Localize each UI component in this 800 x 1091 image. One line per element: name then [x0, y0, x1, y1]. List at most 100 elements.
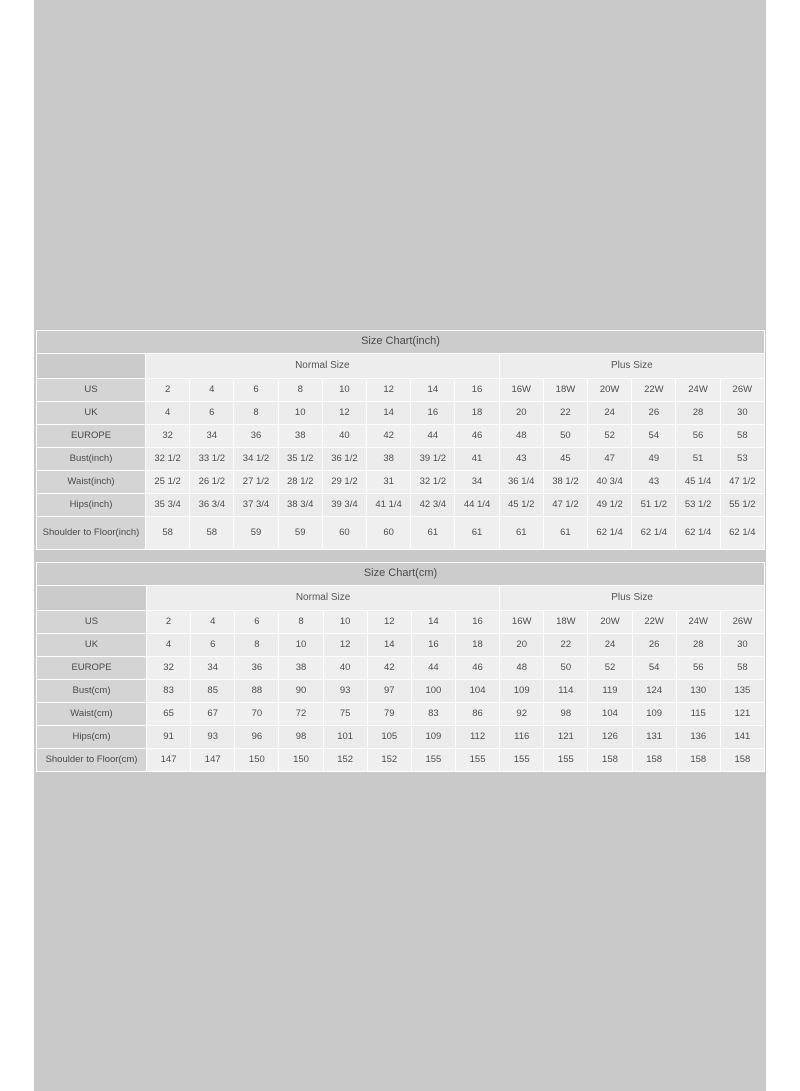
table-cell: 158: [675, 748, 721, 772]
table-cell: 86: [454, 702, 501, 726]
table-cell: 20: [499, 633, 545, 657]
table-cell: 4: [145, 633, 192, 657]
table-cell: 26W: [719, 610, 766, 634]
table-cell: 92: [499, 702, 545, 726]
table-cell: 112: [454, 725, 501, 749]
table-cell: 75: [322, 702, 368, 726]
table-cell: 22: [542, 401, 589, 425]
table-row: EUROPE 32 34 36 38 40 42 44 46 48 50 52 54 56 58: [36, 656, 766, 680]
table-cell: 49 1/2: [587, 493, 633, 517]
table-cell: 10: [322, 610, 368, 634]
table-cell: 8: [278, 610, 324, 634]
table-cell: 8: [234, 633, 280, 657]
table-cell: 18: [454, 633, 501, 657]
table-cell: 147: [145, 748, 192, 772]
table-cell: 14: [366, 401, 412, 425]
table-cell: 29 1/2: [321, 470, 368, 494]
table-cell: 42: [366, 424, 412, 448]
table-cell: 46: [454, 424, 500, 448]
table-cell: 61: [498, 516, 544, 550]
table-cell: 22W: [631, 378, 677, 402]
table-cell: 6: [233, 378, 279, 402]
table-cell: 130: [675, 679, 721, 703]
table-cell: 2: [145, 610, 192, 634]
table-cell: 114: [543, 679, 589, 703]
table-cell: 39 1/2: [410, 447, 456, 471]
table-cell: 88: [234, 679, 280, 703]
table-cell: 20W: [587, 610, 633, 634]
table-cell: 34: [190, 656, 236, 680]
table-cell: 44: [410, 424, 456, 448]
table-cell: 121: [719, 702, 766, 726]
corner-cell: [36, 353, 146, 379]
table-cell: 119: [587, 679, 633, 703]
table-cell: 124: [631, 679, 677, 703]
table-cell: 58: [719, 424, 766, 448]
table-cell: 33 1/2: [189, 447, 235, 471]
table-cell: 105: [366, 725, 412, 749]
table-cell: 24: [587, 633, 633, 657]
size-chart-container: Size Chart(inch) Normal Size Plus Size US 2 4…: [35, 330, 766, 772]
table-title-row: Size Chart(inch): [35, 330, 766, 354]
table-cell: 79: [366, 702, 412, 726]
table-cell: 25 1/2: [144, 470, 191, 494]
table-cell: 8: [233, 401, 279, 425]
table-cell: 38 1/2: [542, 470, 589, 494]
table-cell: 97: [366, 679, 412, 703]
table-cell: 150: [234, 748, 280, 772]
table-cell: 4: [189, 378, 235, 402]
table-cell: 14: [410, 610, 456, 634]
table-cell: 48: [498, 424, 544, 448]
table-cell: 65: [145, 702, 192, 726]
row-label: Shoulder to Floor(cm): [36, 748, 147, 772]
table-cell: 155: [499, 748, 545, 772]
table-cell: 20W: [587, 378, 633, 402]
table-cell: 38: [277, 424, 323, 448]
table-row: Hips(inch) 35 3/4 36 3/4 37 3/4 38 3/4 39 3/4…: [36, 493, 766, 517]
table-cell: 109: [631, 702, 677, 726]
table-cell: 155: [410, 748, 456, 772]
table-cell: 24: [587, 401, 633, 425]
table-cell: 53 1/2: [675, 493, 721, 517]
table-cell: 98: [543, 702, 589, 726]
table-cell: 136: [675, 725, 721, 749]
table-cell: 35 3/4: [144, 493, 191, 517]
table-cell: 34 1/2: [233, 447, 279, 471]
table-cell: 14: [366, 633, 412, 657]
table-cell: 6: [234, 610, 280, 634]
table-cell: 36 1/4: [498, 470, 544, 494]
table-cell: 2: [144, 378, 191, 402]
group-header-normal-size: Normal Size: [145, 353, 500, 379]
table-cell: 44: [410, 656, 456, 680]
table-cell: 28: [675, 633, 721, 657]
table-cell: 36: [234, 656, 280, 680]
table-row: Bust(cm) 83 85 88 90 93 97 100 104 109 114 119 124 13…: [36, 679, 766, 703]
table-cell: 36: [233, 424, 279, 448]
table-cell: 32: [144, 424, 191, 448]
table-cell: 158: [587, 748, 633, 772]
corner-cell: [36, 585, 147, 611]
table-cell: 4: [190, 610, 236, 634]
table-cell: 22: [543, 633, 589, 657]
table-cell: 62 1/4: [631, 516, 677, 550]
table-cell: 28 1/2: [277, 470, 323, 494]
table-cell: 16: [454, 378, 500, 402]
table-cell: 16W: [498, 378, 544, 402]
table-cell: 155: [454, 748, 501, 772]
table-cell: 52: [587, 424, 633, 448]
table-row: UK 4 6 8 10 12 14 16 18 20 22 24 26 28 30: [36, 633, 766, 657]
table-cell: 32 1/2: [410, 470, 456, 494]
table-row: Shoulder to Floor(cm) 147 147 150 150 152 152 1…: [36, 748, 766, 772]
table-cell: 54: [631, 656, 677, 680]
table-cell: 62 1/4: [719, 516, 766, 550]
table-cell: 12: [322, 633, 368, 657]
table-cell: 61: [454, 516, 500, 550]
table-cell: 109: [410, 725, 456, 749]
table-cell: 59: [277, 516, 323, 550]
table-cell: 51: [675, 447, 721, 471]
table-cell: 62 1/4: [675, 516, 721, 550]
table-cell: 16W: [499, 610, 545, 634]
table-cell: 47 1/2: [719, 470, 766, 494]
table-row: EUROPE 32 34 36 38 40 42 44 46 48 50 52 54 56 58: [36, 424, 766, 448]
table-cell: 10: [321, 378, 368, 402]
